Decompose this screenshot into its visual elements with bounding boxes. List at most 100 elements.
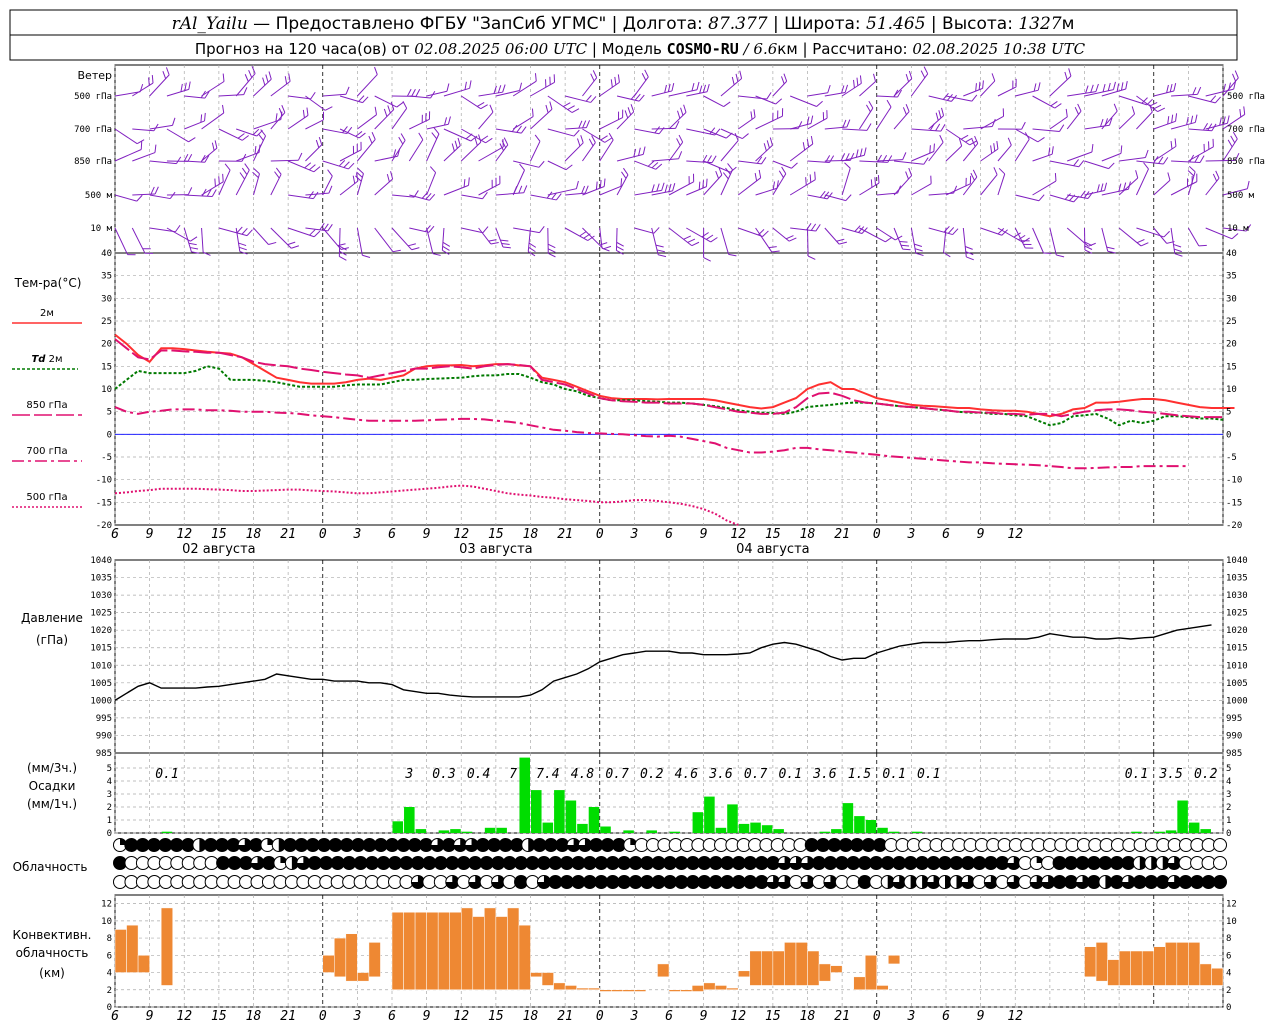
wind-barb-feather <box>211 142 215 151</box>
cloud-fill <box>720 875 734 889</box>
cloud-fill <box>468 856 482 870</box>
wind-barb-feather <box>1084 241 1093 247</box>
wind-barb-feather <box>908 70 913 79</box>
wind-barb-feather <box>386 174 390 182</box>
wind-barb <box>859 107 874 130</box>
pressure-label: Давление <box>21 611 83 625</box>
wind-barb <box>980 115 1004 130</box>
wind-barb-feather <box>204 91 210 99</box>
wind-barb <box>1015 194 1040 202</box>
wind-barb-feather <box>315 139 320 148</box>
wind-barb <box>1101 88 1126 97</box>
wind-barb-feather <box>951 94 957 102</box>
wind-barb-feather <box>318 136 323 145</box>
wind-barb-feather <box>771 250 780 253</box>
wind-barb-feather <box>1080 190 1086 198</box>
wind-barb <box>547 188 577 196</box>
wind-barb-feather <box>444 117 448 126</box>
wind-barb-feather <box>188 137 196 143</box>
precip-tick-right: 5 <box>1226 764 1231 774</box>
precip-bar <box>831 829 842 833</box>
wind-barb-feather <box>1227 139 1233 148</box>
wind-barb <box>876 159 903 162</box>
wind-barb-feather <box>1189 154 1195 163</box>
wind-barb-feather <box>136 139 145 145</box>
wind-barb <box>876 227 896 241</box>
wind-barb <box>478 146 504 162</box>
wind-barb-feather <box>829 155 835 163</box>
wind-barb <box>686 91 708 97</box>
cloud-fill <box>846 856 860 870</box>
wind-barb-feather <box>827 84 831 93</box>
wind-barb-feather <box>1190 115 1194 124</box>
time-tick-label: 3 <box>352 527 361 542</box>
precip-bar <box>692 812 704 833</box>
header-line-2: Прогноз на 120 часа(ов) от 02.08.2025 06… <box>195 40 1086 58</box>
wind-barb-feather <box>534 134 541 142</box>
cloud-symbol <box>1213 856 1227 870</box>
wind-barb <box>633 76 649 97</box>
precip-3h-label: 0.1 <box>778 767 801 782</box>
wind-barb-feather <box>978 81 981 90</box>
wind-barb <box>1101 110 1118 130</box>
wind-barb <box>945 145 963 162</box>
temp-tick-left: 0 <box>107 430 112 440</box>
wind-barb-feather <box>519 82 523 91</box>
wind-barb <box>634 227 654 234</box>
wind-barb-feather <box>1153 104 1162 110</box>
cloud-fill <box>652 875 666 889</box>
wind-barb-feather <box>302 109 305 118</box>
time-tick-label: 21 <box>557 527 573 542</box>
cloud-fill <box>578 838 592 852</box>
wind-barb-feather <box>425 193 432 200</box>
wind-barb <box>218 227 248 237</box>
temp-tick-left: -15 <box>96 498 112 508</box>
wind-barb <box>616 111 635 130</box>
pressure-unit: (гПа) <box>36 633 68 647</box>
time-tick-label: 15 <box>765 527 781 542</box>
cloud-fill <box>601 838 615 852</box>
cloud-fill <box>571 875 585 889</box>
wind-barb-feather <box>503 137 509 146</box>
wind-barb-feather <box>623 167 629 176</box>
cloud-fill <box>1190 875 1204 889</box>
wind-barb-feather <box>1120 145 1123 154</box>
wind-barb-feather <box>1084 245 1093 250</box>
cloud-fill <box>388 856 402 870</box>
pressure-line <box>114 624 1212 701</box>
temp-tick-left: 20 <box>101 340 112 350</box>
wind-barb-feather <box>827 192 833 200</box>
cloud-fill <box>342 856 356 870</box>
wind-barb-feather <box>1096 184 1100 193</box>
wind-barb <box>460 141 482 162</box>
precip-bar <box>404 807 415 833</box>
pressure-tick-left: 985 <box>96 749 112 759</box>
wind-barb-feather <box>172 117 176 126</box>
wind-barb-feather <box>1194 155 1200 163</box>
cloud-fill <box>663 856 677 870</box>
time-tick-label: 18 <box>523 527 539 542</box>
wind-barb <box>565 127 587 130</box>
cloud-fill <box>686 875 700 889</box>
wind-barb-feather <box>642 146 646 155</box>
wind-barb-feather <box>953 185 958 194</box>
precip-tick-right: 0 <box>1226 829 1231 839</box>
wind-barb-feather <box>258 133 264 141</box>
conv-bar <box>853 976 866 991</box>
wind-barb-feather <box>1186 116 1189 125</box>
wind-barb <box>114 91 141 97</box>
wind-barb-feather <box>624 110 629 119</box>
conv-label-3: (км) <box>39 966 65 980</box>
wind-barb-feather <box>725 167 731 175</box>
wind-barb-feather <box>1174 253 1183 257</box>
wind-barb-feather <box>941 107 945 116</box>
wind-barb <box>512 169 525 196</box>
cloud-fill <box>238 838 252 852</box>
time-tick-label: 3 <box>906 1009 915 1024</box>
wind-barb-feather <box>644 69 649 78</box>
wind-barb-feather <box>868 100 874 109</box>
precip-3h-label: 0.7 <box>744 767 768 782</box>
wind-barb-feather <box>590 96 597 103</box>
wind-barb <box>980 227 1003 236</box>
time-tick-label: 6 <box>942 527 950 542</box>
